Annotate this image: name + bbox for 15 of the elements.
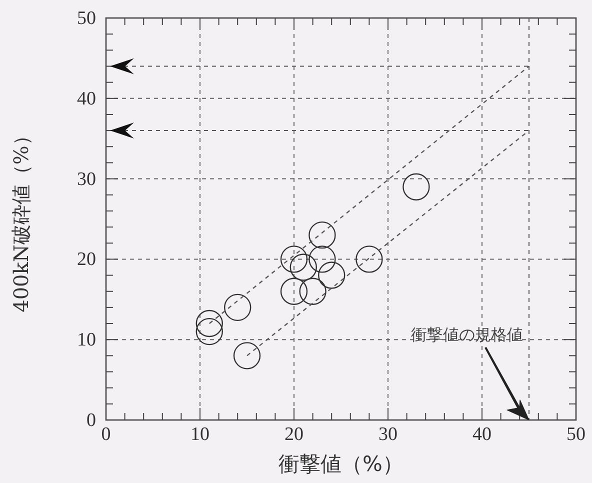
y-tick-label: 40 [77,88,96,110]
x-tick-label: 20 [284,424,304,445]
y-tick-label: 50 [77,8,96,29]
annotation: 衝撃値の規格値 [411,325,523,344]
x-axis-title: 衝撃値（%） [278,452,404,476]
y-tick-label: 30 [77,168,96,190]
x-tick-label: 0 [101,424,111,445]
x-tick-label: 40 [472,424,492,445]
x-tick-label: 30 [378,424,398,445]
y-axis-title: 400kN破砕値（%） [9,126,33,312]
y-tick-label: 0 [86,410,96,431]
x-tick-label: 10 [190,424,210,445]
y-tick-label: 20 [77,249,96,270]
x-tick-label: 50 [566,424,586,445]
y-tick-label: 10 [77,330,96,351]
